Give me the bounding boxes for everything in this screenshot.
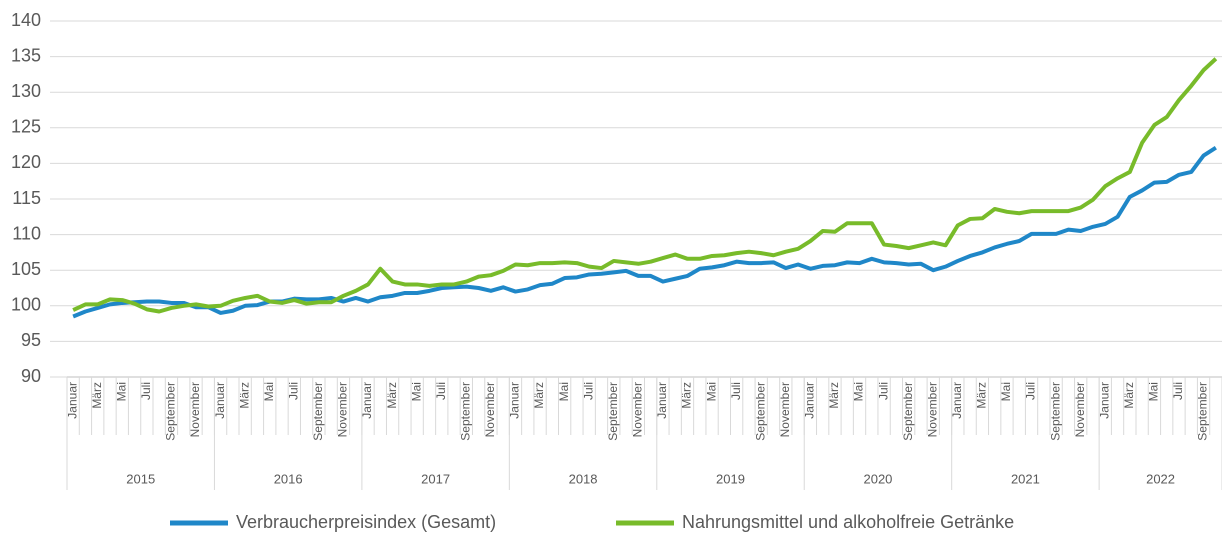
x-tick-label: November xyxy=(483,382,497,437)
x-tick-label: Juli xyxy=(729,382,743,400)
x-tick-label: September xyxy=(459,382,473,441)
x-tick-label: Juli xyxy=(1171,382,1185,400)
x-tick-label: September xyxy=(1048,382,1062,441)
x-tick-label: März xyxy=(90,382,104,409)
x-tick-label: Januar xyxy=(950,382,964,419)
x-tick-label: September xyxy=(311,382,325,441)
group-label: 2022 xyxy=(1146,471,1175,486)
x-tick-label: November xyxy=(1073,382,1087,437)
x-tick-label: März xyxy=(237,382,251,409)
x-tick-label: Mai xyxy=(704,382,718,401)
x-tick-label: März xyxy=(532,382,546,409)
group-label: 2015 xyxy=(126,471,155,486)
legend-label: Nahrungsmittel und alkoholfreie Getränke xyxy=(682,512,1014,532)
x-tick-label: Mai xyxy=(557,382,571,401)
x-tick-label: Januar xyxy=(65,382,79,419)
x-tick-label: November xyxy=(778,382,792,437)
y-tick-label: 90 xyxy=(21,366,41,386)
y-tick-label: 130 xyxy=(11,81,41,101)
x-tick-label: Januar xyxy=(360,382,374,419)
series-line xyxy=(72,146,1217,319)
x-tick-label: März xyxy=(975,382,989,409)
x-tick-label: Mai xyxy=(409,382,423,401)
x-tick-label: Mai xyxy=(852,382,866,401)
x-tick-label: Mai xyxy=(262,382,276,401)
y-tick-label: 110 xyxy=(12,223,41,243)
x-tick-label: Juli xyxy=(434,382,448,400)
x-tick-label: Januar xyxy=(655,382,669,419)
group-label: 2019 xyxy=(716,471,745,486)
x-tick-label: Mai xyxy=(114,382,128,401)
x-tick-label: Mai xyxy=(999,382,1013,401)
x-tick-label: November xyxy=(336,382,350,437)
x-tick-label: Juli xyxy=(139,382,153,400)
x-tick-label: Juli xyxy=(581,382,595,400)
y-tick-label: 125 xyxy=(11,117,41,137)
x-tick-label: Juli xyxy=(286,382,300,400)
group-label: 2020 xyxy=(863,471,892,486)
x-tick-label: September xyxy=(753,382,767,441)
x-tick-label: Juli xyxy=(876,382,890,400)
x-tick-label: November xyxy=(188,382,202,437)
x-tick-label: Mai xyxy=(1147,382,1161,401)
x-tick-label: Juli xyxy=(1024,382,1038,400)
x-tick-label: September xyxy=(164,382,178,441)
x-tick-label: Januar xyxy=(1097,382,1111,419)
y-tick-label: 120 xyxy=(11,152,41,172)
x-tick-label: Januar xyxy=(508,382,522,419)
y-tick-label: 140 xyxy=(11,10,41,30)
x-tick-label: Januar xyxy=(213,382,227,419)
y-tick-label: 100 xyxy=(11,295,41,315)
y-tick-label: 135 xyxy=(11,45,41,65)
x-tick-label: Januar xyxy=(803,382,817,419)
x-tick-label: September xyxy=(1196,382,1210,441)
y-tick-label: 105 xyxy=(11,259,41,279)
x-tick-label: März xyxy=(680,382,694,409)
x-tick-label: März xyxy=(385,382,399,409)
group-label: 2018 xyxy=(569,471,598,486)
x-tick-label: März xyxy=(1122,382,1136,409)
x-tick-label: November xyxy=(631,382,645,437)
x-tick-label: September xyxy=(606,382,620,441)
x-tick-label: März xyxy=(827,382,841,409)
y-tick-label: 95 xyxy=(21,330,41,350)
group-label: 2016 xyxy=(274,471,303,486)
x-tick-label: September xyxy=(901,382,915,441)
series-line xyxy=(72,57,1218,314)
x-tick-label: November xyxy=(925,382,939,437)
y-tick-label: 115 xyxy=(12,188,41,208)
group-label: 2021 xyxy=(1011,471,1040,486)
group-label: 2017 xyxy=(421,471,450,486)
legend-label: Verbraucherpreisindex (Gesamt) xyxy=(236,512,496,532)
